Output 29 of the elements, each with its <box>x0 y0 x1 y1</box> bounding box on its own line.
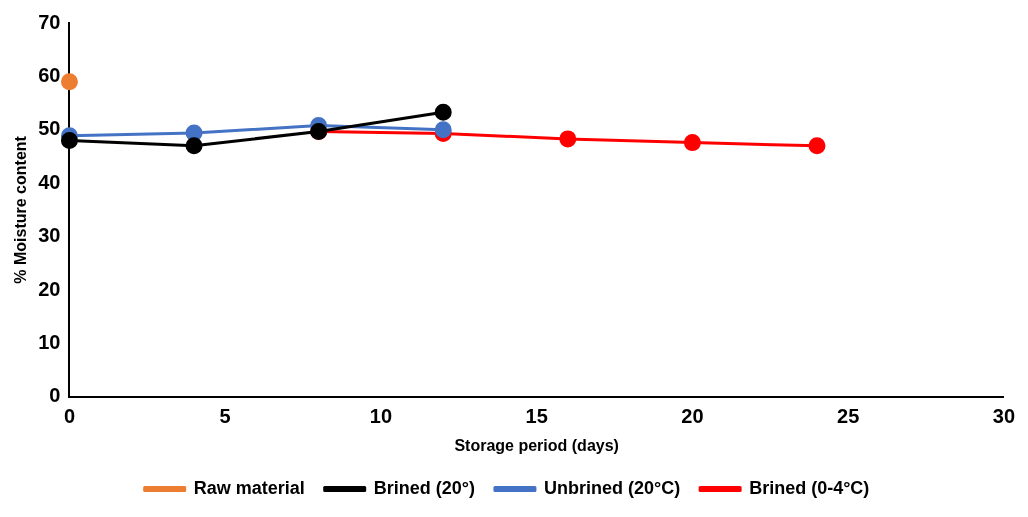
x-tick-label: 0 <box>63 405 76 428</box>
legend-label: Brined (0-4°C) <box>749 477 870 498</box>
y-tick-label: 60 <box>38 63 61 86</box>
y-tick-label: 20 <box>38 277 61 300</box>
y-tick-label: 70 <box>38 10 61 33</box>
y-axis-title: % Moisture content <box>12 135 30 284</box>
point <box>434 121 452 139</box>
legend-label: Brined (20°) <box>373 477 475 498</box>
x-tick-label: 10 <box>369 405 393 428</box>
point <box>185 137 203 155</box>
x-tick-label: 25 <box>837 405 860 428</box>
point <box>559 130 577 148</box>
point <box>60 73 78 91</box>
x-tick-label: 30 <box>992 405 1015 428</box>
legend-label: Unbrined (20°C) <box>543 477 681 498</box>
point <box>434 103 452 121</box>
y-tick-label: 40 <box>38 170 61 193</box>
legend-label: Raw material <box>193 477 305 498</box>
x-tick-label: 5 <box>219 405 231 428</box>
y-tick-label: 30 <box>38 224 61 247</box>
point <box>60 131 78 149</box>
x-tick-label: 20 <box>681 405 704 428</box>
x-axis-title: Storage period (days) <box>454 436 619 454</box>
x-tick-label: 15 <box>525 405 548 428</box>
point <box>808 137 826 155</box>
point <box>683 134 701 152</box>
y-tick-label: 50 <box>38 117 61 140</box>
y-tick-label: 10 <box>38 330 61 353</box>
y-tick-label: 0 <box>49 384 61 407</box>
